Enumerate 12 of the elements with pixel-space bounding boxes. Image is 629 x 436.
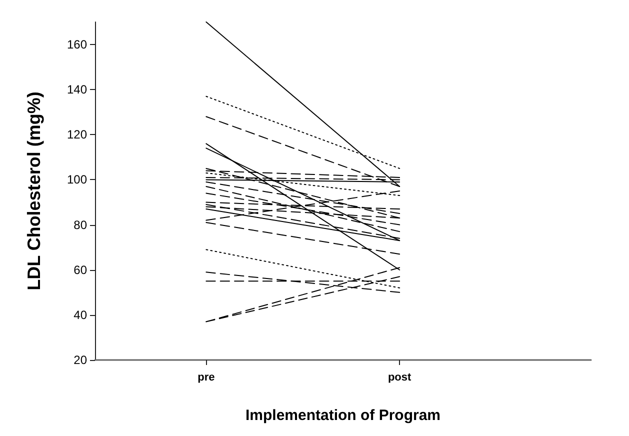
- y-tick-label: 40: [74, 308, 88, 322]
- y-tick-label: 80: [74, 218, 88, 232]
- y-tick-label: 20: [74, 353, 88, 367]
- y-tick-label: 100: [66, 172, 88, 187]
- y-tick-label: 140: [66, 82, 88, 97]
- y-tick-label: 120: [66, 128, 88, 142]
- x-tick-label: pre: [198, 372, 215, 384]
- y-tick-label: 160: [66, 38, 88, 52]
- x-axis-title: Implementation of Program: [245, 407, 441, 424]
- y-tick-label: 60: [74, 262, 88, 277]
- y-axis-title: LDL Cholesterol (mg%): [24, 92, 44, 290]
- x-tick-label: post: [388, 372, 412, 384]
